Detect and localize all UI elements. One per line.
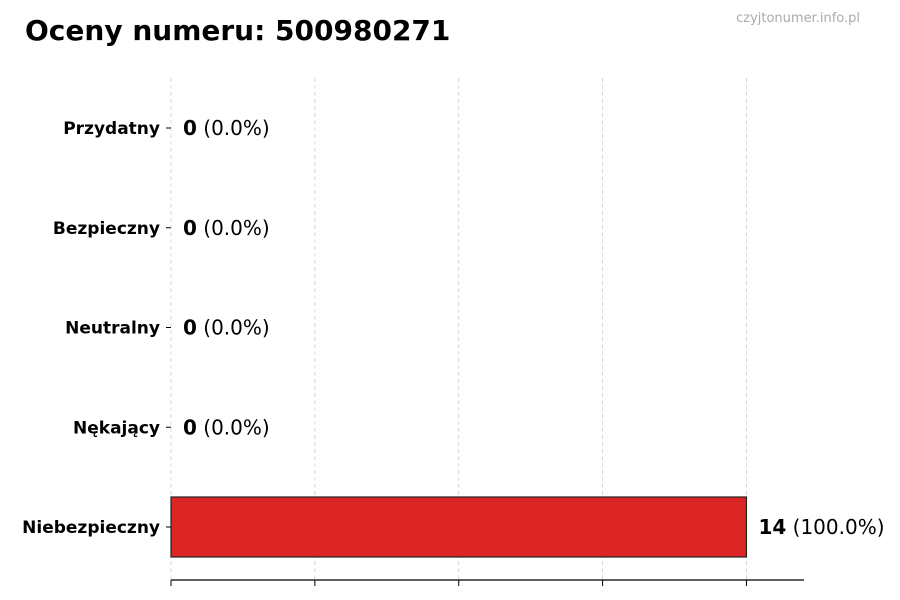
value-percent: (100.0%) — [786, 515, 884, 539]
bar — [170, 496, 748, 558]
value-percent: (0.0%) — [197, 116, 270, 140]
category-label: Nękający — [73, 418, 160, 438]
value-count: 0 — [183, 316, 197, 340]
value-count: 0 — [183, 415, 197, 439]
category-label: Przydatny — [63, 119, 160, 139]
value-count: 0 — [183, 116, 197, 140]
chart-title: Oceny numeru: 500980271 — [25, 14, 450, 47]
value-count: 0 — [183, 216, 197, 240]
category-label: Niebezpieczny — [22, 518, 160, 538]
value-label: 0 (0.0%) — [183, 116, 270, 140]
value-label: 0 (0.0%) — [183, 415, 270, 439]
value-percent: (0.0%) — [197, 316, 270, 340]
value-label: 0 (0.0%) — [183, 316, 270, 340]
category-label: Neutralny — [65, 319, 160, 339]
value-percent: (0.0%) — [197, 216, 270, 240]
watermark: czyjtonumer.info.pl — [736, 11, 860, 26]
category-label: Bezpieczny — [53, 219, 160, 239]
value-label: 14 (100.0%) — [758, 515, 884, 539]
value-count: 14 — [758, 515, 786, 539]
value-label: 0 (0.0%) — [183, 216, 270, 240]
value-percent: (0.0%) — [197, 415, 270, 439]
